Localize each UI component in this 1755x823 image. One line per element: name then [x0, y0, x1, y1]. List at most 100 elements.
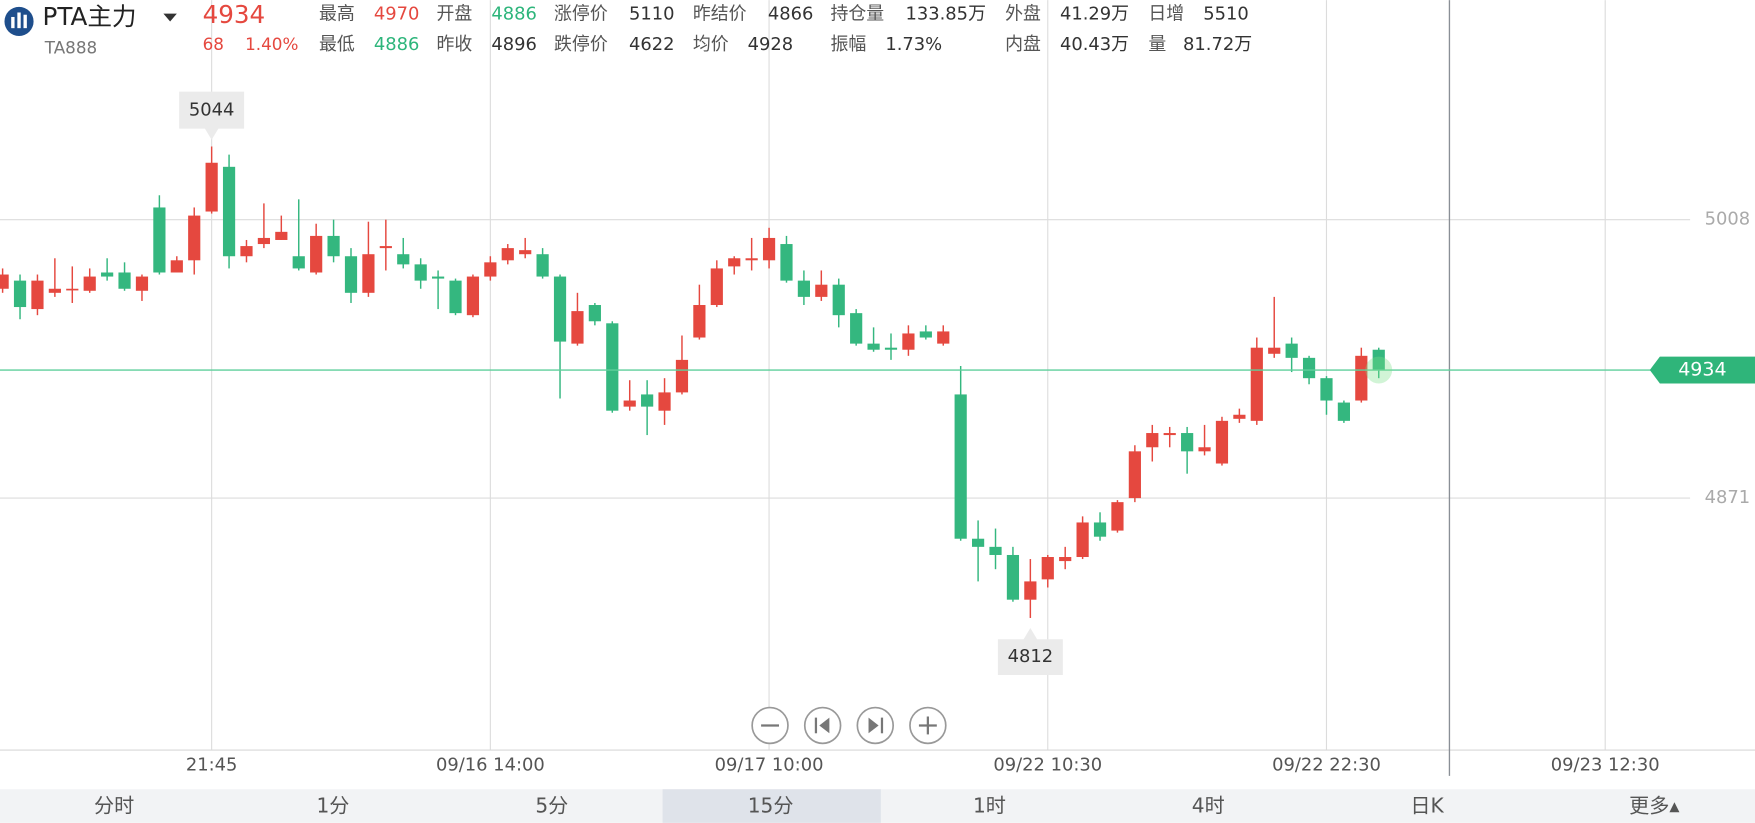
- candle-body: [275, 231, 288, 240]
- candle-body: [31, 280, 44, 310]
- candle-body: [414, 264, 427, 281]
- max-callout: [179, 91, 245, 140]
- candle-body: [240, 246, 253, 257]
- candle-body: [902, 333, 915, 350]
- tab[interactable]: 15分: [748, 794, 794, 818]
- stat-value: 4928: [748, 34, 794, 55]
- candle-body: [658, 392, 671, 411]
- candle-body: [1233, 414, 1246, 419]
- logo-bar: [17, 12, 21, 29]
- logo-bar: [23, 14, 27, 29]
- prev-button[interactable]: [803, 706, 842, 745]
- stat-value: 4622: [629, 34, 675, 55]
- candle-body: [222, 166, 236, 257]
- tab[interactable]: 4时: [1192, 794, 1225, 818]
- dropdown-arrow[interactable]: [163, 13, 177, 22]
- candle-body: [1181, 433, 1194, 452]
- candle-body: [1215, 420, 1229, 464]
- candle-body: [867, 343, 880, 350]
- candle-body: [571, 311, 584, 344]
- x-tick-label: 21:45: [186, 755, 238, 776]
- x-tick-label: 09/17 10:00: [715, 755, 824, 776]
- x-tick-label: 09/16 14:00: [436, 755, 545, 776]
- x-tick-label: 09/22 10:30: [993, 755, 1102, 776]
- tab[interactable]: 5分: [535, 794, 568, 818]
- candle-body: [362, 254, 375, 293]
- stat-value: 5510: [1203, 4, 1249, 25]
- stat-value: 133.85万: [905, 4, 986, 25]
- candles: [0, 146, 1385, 618]
- stat-label: 外盘: [1005, 4, 1041, 25]
- candle-body: [1024, 581, 1037, 600]
- tab[interactable]: 1分: [317, 794, 350, 818]
- candle-body: [536, 254, 549, 277]
- next-button[interactable]: [856, 706, 895, 745]
- zoom-in-button[interactable]: [909, 706, 947, 745]
- candle-body: [623, 400, 636, 407]
- stat-label: 昨收: [437, 34, 473, 55]
- candle-body: [1285, 343, 1298, 358]
- candle-body: [188, 215, 201, 261]
- symbol-name[interactable]: PTA主力: [43, 2, 137, 31]
- candle-body: [1163, 433, 1176, 436]
- candle-body: [954, 394, 967, 539]
- candle-body: [1146, 433, 1159, 448]
- candle-body: [588, 305, 601, 322]
- stat-value: 81.72万: [1183, 34, 1252, 55]
- change: 68: [203, 34, 224, 54]
- candle-body: [327, 235, 340, 257]
- candle-body: [519, 250, 532, 255]
- tab[interactable]: 日K: [1410, 794, 1444, 818]
- tab[interactable]: 1时: [973, 794, 1006, 818]
- candle-body: [989, 546, 1002, 555]
- y-tick-label: 5008: [1705, 209, 1751, 230]
- candle-body: [745, 258, 758, 261]
- candle-body: [1320, 378, 1333, 401]
- candle-body: [1111, 502, 1124, 531]
- symbol-code: TA888: [44, 37, 97, 57]
- candle-body: [919, 331, 932, 338]
- candle-body: [1093, 522, 1107, 537]
- zoom-out-button[interactable]: [751, 706, 789, 745]
- candle-body: [1337, 402, 1350, 421]
- stat-value: 40.43万: [1060, 34, 1129, 55]
- candle-body: [1302, 357, 1316, 379]
- candle-body: [379, 246, 392, 249]
- candle-body: [553, 276, 567, 342]
- candle-body: [850, 313, 863, 344]
- candle-body: [1006, 554, 1020, 600]
- candle-body: [780, 244, 793, 281]
- candle-body: [641, 394, 654, 407]
- nav-buttons: [751, 706, 947, 745]
- candle-body: [815, 284, 828, 297]
- change-pct: 1.40%: [245, 34, 298, 54]
- candle-body: [1076, 522, 1089, 558]
- candle-body: [344, 256, 358, 293]
- stat-label: 量: [1148, 34, 1166, 55]
- candle-body: [13, 280, 27, 308]
- x-tick-label: 09/22 22:30: [1272, 755, 1381, 776]
- candle-body: [675, 359, 689, 393]
- stat-label: 跌停价: [554, 34, 608, 55]
- candle-body: [449, 280, 462, 314]
- tabs: 分时 1分 5分 15分 1时 4时 日K 更多▴: [94, 789, 1680, 823]
- last-price: 4934: [203, 0, 266, 29]
- candle-body: [762, 237, 776, 261]
- stat-label: 最低: [319, 34, 355, 55]
- tab[interactable]: 更多▴: [1629, 794, 1680, 818]
- candle-body: [797, 280, 810, 297]
- stat-label: 内盘: [1005, 34, 1041, 55]
- candle-body: [1128, 451, 1141, 499]
- stat-label: 开盘: [437, 4, 473, 25]
- candle-body: [170, 260, 183, 273]
- candle-body: [1041, 557, 1054, 580]
- candle-body: [153, 207, 166, 273]
- candle-body: [66, 288, 79, 291]
- stat-label: 最高: [319, 4, 355, 25]
- tab[interactable]: 分时: [94, 794, 134, 818]
- candle-body: [972, 538, 985, 547]
- last-price-tag-label: 4934: [1678, 359, 1726, 381]
- candle-body: [501, 248, 514, 261]
- stat-value: 5110: [629, 4, 675, 25]
